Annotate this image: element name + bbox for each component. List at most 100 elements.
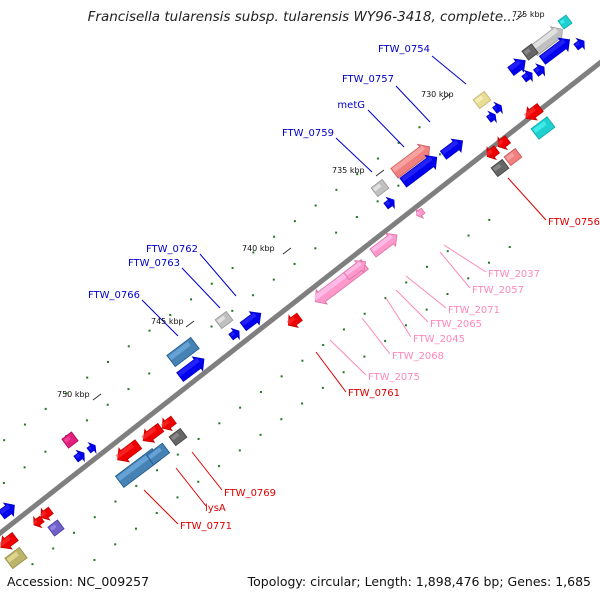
guide-dot-8 xyxy=(169,314,172,317)
label-pink-5: FTW_2068 xyxy=(392,351,444,362)
gene-feature-45-body xyxy=(0,532,19,550)
gene-feature-8 xyxy=(472,90,492,110)
gene-feature-11-body xyxy=(525,103,544,121)
gene-feature-26-shine xyxy=(286,316,296,325)
gene-feature-12-body xyxy=(530,116,556,140)
gene-feature-35-body xyxy=(161,415,177,432)
gene-feature-11-shine xyxy=(523,106,537,118)
guide-dot-42 xyxy=(438,153,441,156)
guide-dot-84 xyxy=(467,277,470,280)
gene-feature-46-shine xyxy=(6,551,19,563)
gene-feature-16 xyxy=(370,178,390,198)
guide-dot-85 xyxy=(487,261,490,264)
guide-dot-62 xyxy=(425,265,428,268)
gene-feature-9-body xyxy=(492,101,503,115)
label-top-5: FTW_0763 xyxy=(128,258,180,269)
gene-feature-7-shine xyxy=(575,41,581,47)
label-pink-1: FTW_2057 xyxy=(472,285,524,296)
guide-dot-20 xyxy=(418,126,421,129)
gene-feature-35 xyxy=(160,415,177,432)
gene-feature-27-body xyxy=(214,310,234,330)
guide-dot-10 xyxy=(210,282,213,285)
accession-text: Accession: NC_009257 xyxy=(7,574,150,589)
guide-dot-38 xyxy=(355,215,358,218)
tick-label-3: 740 kbp xyxy=(242,244,275,253)
gene-feature-41-shine xyxy=(0,504,11,514)
guide-dot-79 xyxy=(363,355,366,358)
guide-dot-54 xyxy=(259,391,262,394)
guide-dot-71 xyxy=(197,480,200,483)
gene-features xyxy=(0,14,585,570)
gene-feature-27 xyxy=(214,310,234,330)
tick-mark-2 xyxy=(375,169,385,177)
gene-feature-16-body xyxy=(370,178,390,198)
gene-feature-28-shine xyxy=(230,331,236,337)
gene-feature-8-body xyxy=(472,90,492,110)
gene-feature-42-shine xyxy=(39,510,47,518)
guide-dot-76 xyxy=(301,402,304,405)
guide-dot-74 xyxy=(259,433,262,436)
label-red-4-leader xyxy=(143,489,179,525)
guide-dot-9 xyxy=(190,298,193,301)
guide-dot-44 xyxy=(52,547,55,550)
gene-feature-41-body xyxy=(0,502,15,520)
label-pink-2-leader xyxy=(405,275,447,309)
guide-dot-2 xyxy=(44,407,47,410)
guide-dot-57 xyxy=(322,344,325,347)
guide-dot-78 xyxy=(342,371,345,374)
label-pink-3: FTW_2065 xyxy=(430,319,482,330)
topology-summary: Topology: circular; Length: 1,898,476 bp… xyxy=(247,574,591,589)
gene-feature-6-shine xyxy=(523,73,529,79)
gene-feature-11 xyxy=(523,103,544,121)
label-pink-1-leader xyxy=(439,251,471,289)
gene-feature-25 xyxy=(343,260,367,281)
guide-dot-68 xyxy=(134,527,137,530)
gene-feature-9 xyxy=(492,101,503,115)
gene-feature-18 xyxy=(496,135,512,151)
gene-feature-36-body xyxy=(142,422,165,443)
gene-feature-20-shine xyxy=(505,152,515,161)
guide-dot-5 xyxy=(106,360,109,363)
gene-feature-45-shine xyxy=(0,535,12,547)
gene-feature-34 xyxy=(86,442,97,454)
guide-dot-49 xyxy=(156,469,159,472)
gene-feature-37-shine xyxy=(170,432,180,441)
gene-feature-21-body xyxy=(490,158,510,178)
gene-feature-1-shine xyxy=(559,19,565,25)
gene-feature-32 xyxy=(61,431,79,449)
gene-feature-33-shine xyxy=(75,453,81,459)
gene-feature-42 xyxy=(39,506,54,521)
gene-feature-14 xyxy=(399,154,438,188)
gene-feature-27-shine xyxy=(216,315,226,324)
tick-label-1: 730 kbp xyxy=(421,90,454,99)
gene-feature-4-shine xyxy=(508,59,522,71)
tick-label-2: 735 kbp xyxy=(332,166,365,175)
gene-feature-32-shine xyxy=(63,436,71,443)
backbone xyxy=(0,59,600,537)
guide-dot-0 xyxy=(3,439,6,442)
gene-feature-29-shine xyxy=(241,312,257,326)
gene-feature-37-body xyxy=(168,427,188,447)
gene-feature-22-shine xyxy=(416,211,420,216)
guide-dot-66 xyxy=(93,558,96,561)
gene-feature-16-shine xyxy=(372,183,382,192)
guide-dot-1 xyxy=(23,423,26,426)
guide-dot-32 xyxy=(231,309,234,312)
gene-feature-44-shine xyxy=(49,524,57,531)
gene-feature-5 xyxy=(533,63,546,77)
gene-feature-43-shine xyxy=(33,519,39,525)
label-red-2-leader xyxy=(191,451,223,491)
guide-dot-23 xyxy=(44,450,47,453)
gene-feature-4 xyxy=(507,58,526,76)
guide-dot-69 xyxy=(155,512,158,515)
gene-feature-33 xyxy=(73,449,85,463)
gene-feature-31-shine xyxy=(177,357,200,377)
label-red-2: FTW_0769 xyxy=(224,488,276,499)
gene-feature-14-shine xyxy=(401,156,433,182)
gene-feature-41 xyxy=(0,502,15,520)
label-top-2-leader xyxy=(367,109,405,148)
guide-dot-21 xyxy=(2,481,5,484)
gene-feature-9-shine xyxy=(493,106,498,110)
gene-feature-23-shine xyxy=(371,234,393,253)
label-red-3-leader xyxy=(175,467,207,507)
